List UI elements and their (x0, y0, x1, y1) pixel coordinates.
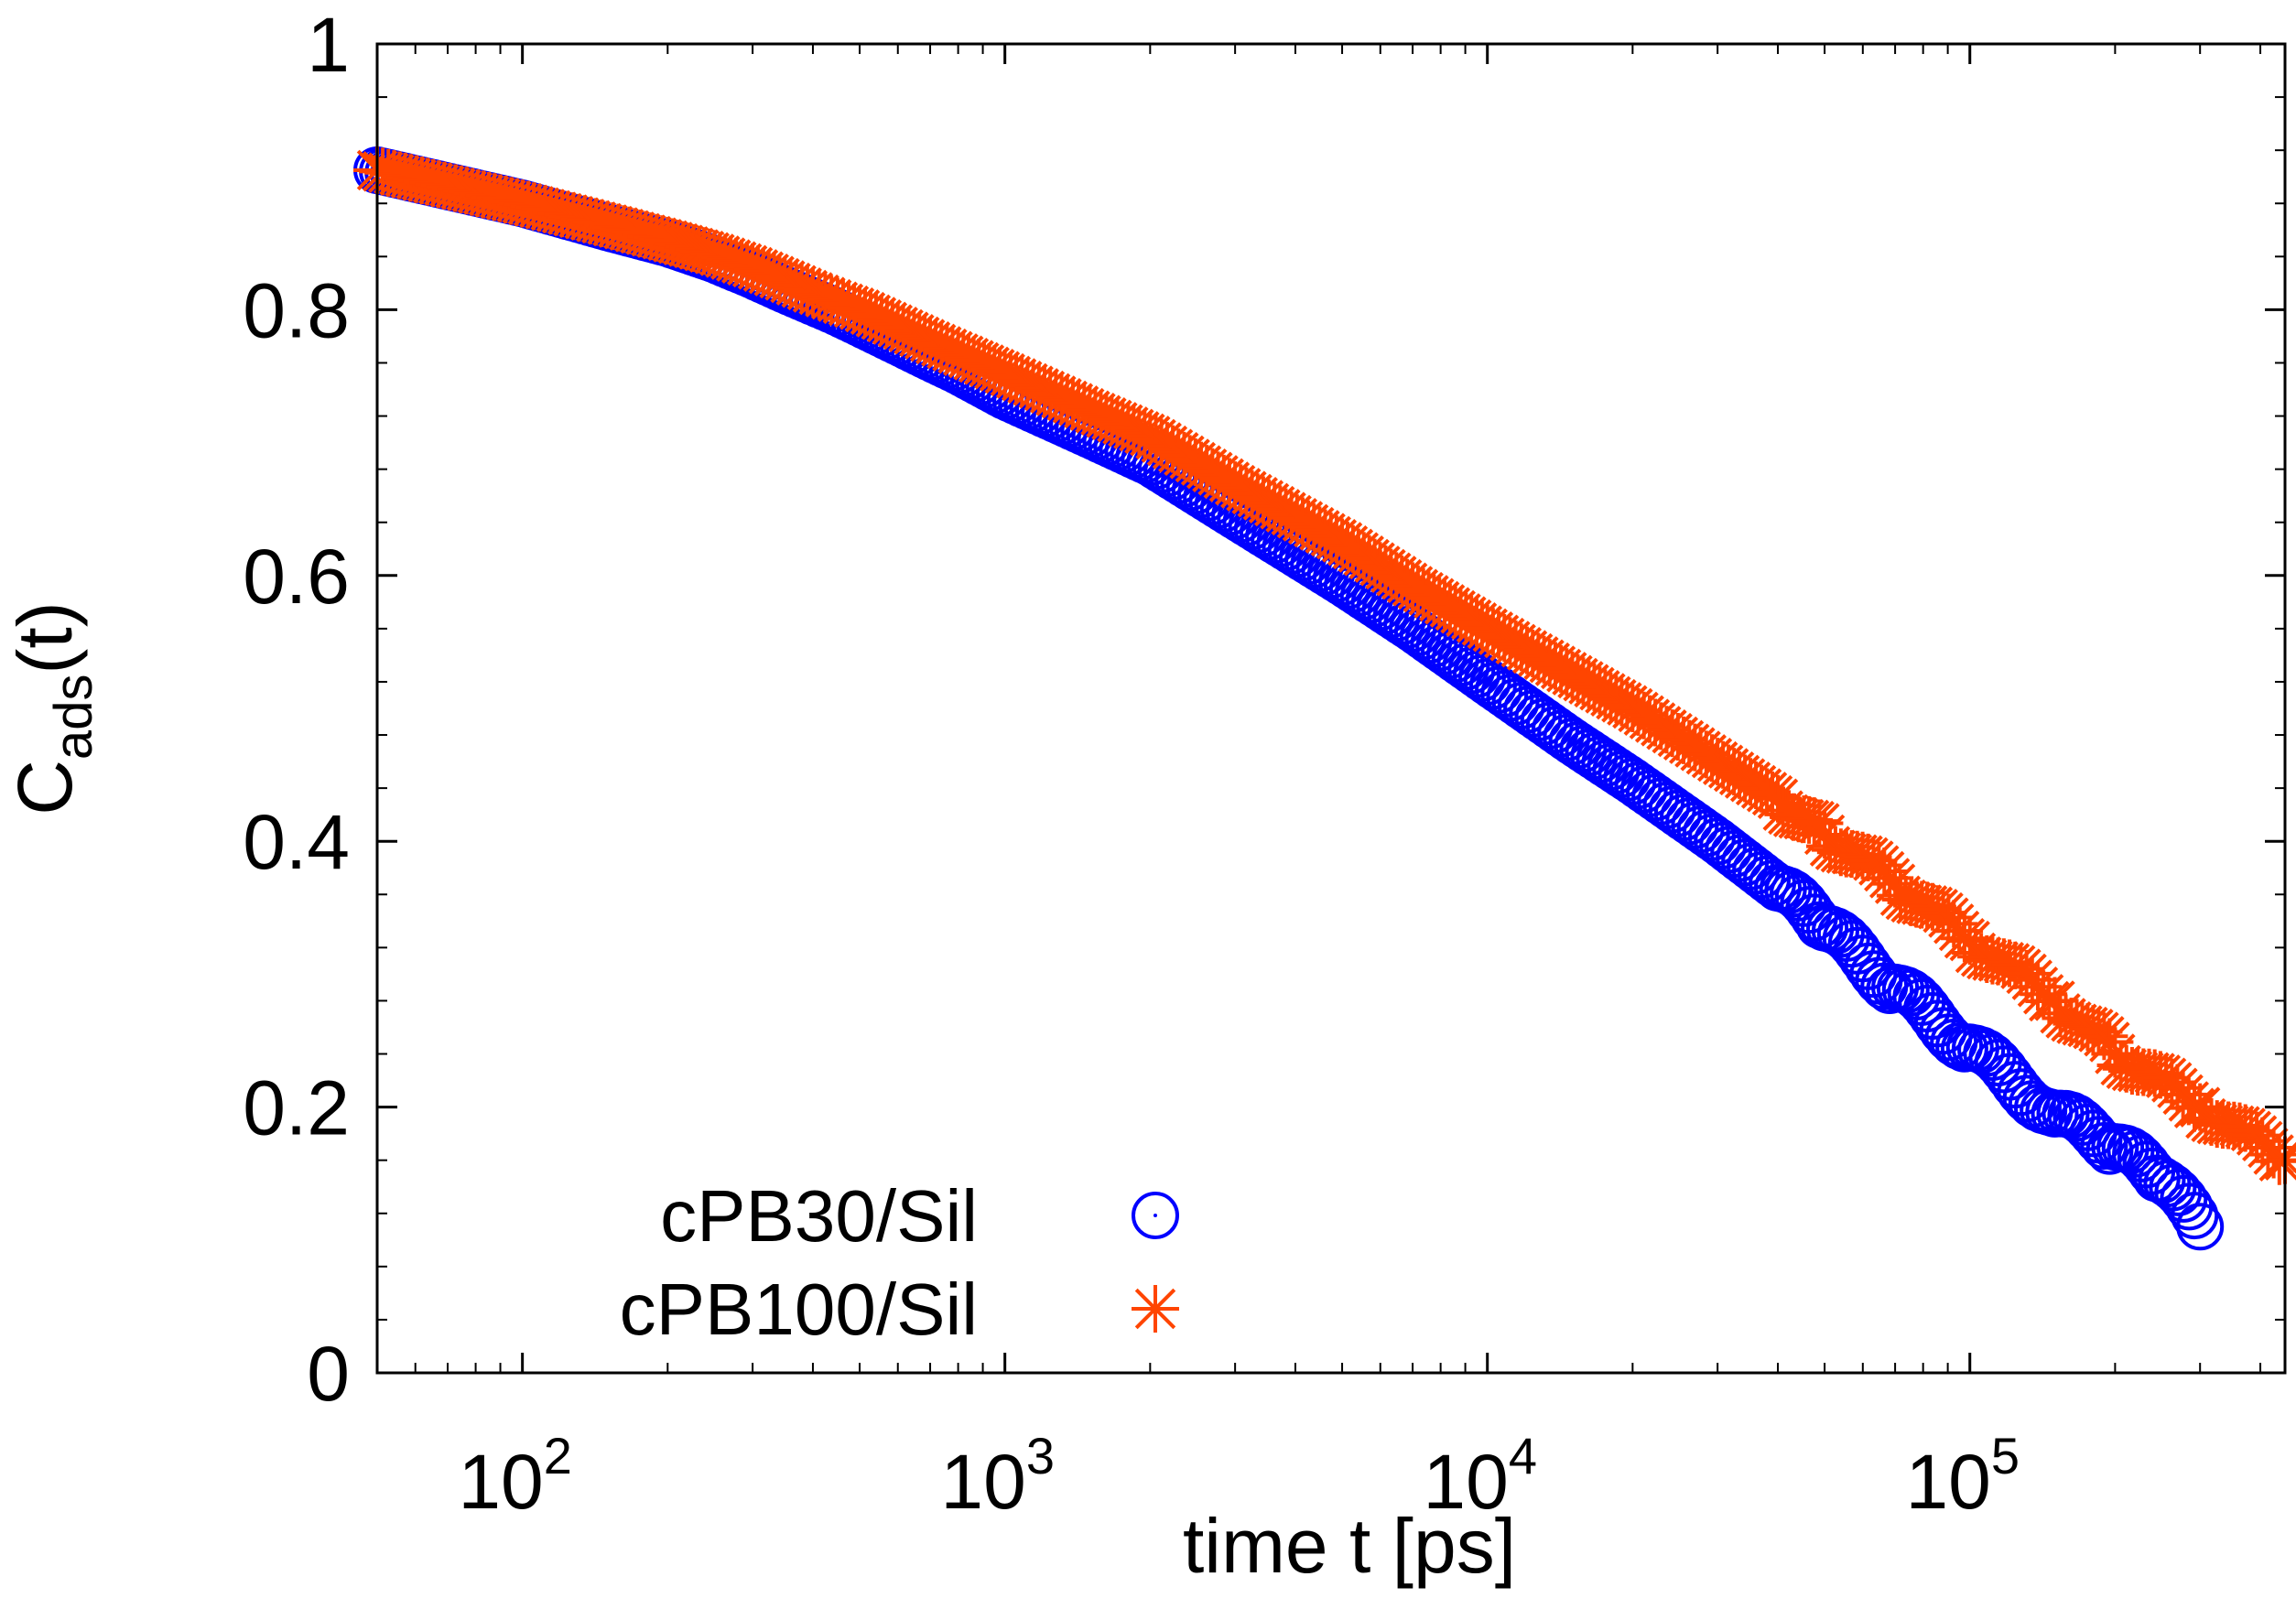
asterisk-stroke (953, 340, 994, 381)
x-axis-label: time t [ps] (1183, 1503, 1516, 1589)
data-point (2176, 1203, 2225, 1251)
legend-marker-dot (1153, 1214, 1157, 1217)
asterisk-stroke (742, 251, 785, 292)
data-point-fill (2160, 1174, 2208, 1223)
asterisk-stroke (963, 344, 1005, 385)
y-tick-label: 0.2 (243, 1065, 350, 1151)
asterisk-stroke (969, 346, 1010, 388)
asterisk-stroke (1912, 886, 1954, 927)
asterisk-stroke (1134, 1288, 1176, 1330)
legend-marker-circle (1132, 1192, 1179, 1239)
y-tick-label: 0.4 (243, 799, 350, 885)
asterisk-stroke (1768, 794, 1809, 836)
asterisk-stroke (888, 311, 929, 352)
x-tick-label: 103 (940, 1427, 1055, 1525)
x-tick-base: 10 (1905, 1439, 1990, 1525)
x-tick-exponent: 4 (1509, 1427, 1537, 1485)
asterisk-stroke (899, 316, 940, 358)
x-tick-base: 10 (1423, 1439, 1508, 1525)
asterisk-stroke (726, 244, 768, 286)
x-tick-exponent: 2 (544, 1427, 572, 1485)
asterisk-stroke (1885, 879, 1926, 921)
asterisk-stroke (1814, 829, 1857, 870)
data-point-fill (2171, 1192, 2219, 1240)
x-tick-exponent: 3 (1026, 1427, 1055, 1485)
x-tick-base: 10 (458, 1439, 543, 1525)
series-0 (353, 146, 2225, 1251)
asterisk-stroke (974, 349, 1015, 390)
legend-label: cPB30/Sil (660, 1175, 978, 1257)
x-tick-label: 104 (1423, 1427, 1537, 1525)
asterisk-stroke (943, 335, 984, 376)
asterisk-stroke (893, 314, 935, 355)
series-layer (353, 146, 2296, 1251)
legend-label: cPB100/Sil (620, 1269, 978, 1350)
asterisk-stroke (948, 337, 990, 379)
asterisk-stroke (937, 333, 979, 374)
legend-marker-asterisk (1132, 1285, 1179, 1333)
asterisk-stroke (1842, 835, 1883, 876)
y-axis-label-sub: ads (44, 675, 103, 761)
asterisk-stroke (883, 308, 924, 351)
asterisk-stroke (958, 341, 1000, 383)
x-tick-base: 10 (940, 1439, 1025, 1525)
asterisk-stroke (979, 351, 1021, 392)
asterisk-stroke (753, 255, 795, 297)
asterisk-stroke (748, 253, 789, 295)
plot-frame (375, 42, 2287, 1375)
asterisk-stroke (872, 304, 914, 345)
y-axis-label-main: C (2, 760, 88, 815)
x-tick-label: 102 (458, 1427, 572, 1525)
asterisk-stroke (877, 307, 918, 348)
asterisk-stroke (932, 330, 973, 372)
y-axis-label: Cads(t) (2, 601, 103, 815)
y-tick-label: 0.8 (243, 267, 350, 353)
labels-layer: time t [ps] Cads(t) (2, 601, 1516, 1589)
y-tick-label: 1 (307, 2, 350, 88)
x-tick-label: 105 (1905, 1427, 2020, 1525)
y-tick-label: 0 (307, 1331, 350, 1417)
legend: cPB30/Sil cPB100/Sil (620, 1175, 1179, 1350)
asterisk-stroke (737, 249, 779, 290)
x-tick-exponent: 5 (1991, 1427, 2020, 1485)
y-axis-label-suffix: (t) (2, 601, 88, 674)
asterisk-stroke (731, 246, 774, 288)
series-1 (353, 146, 2296, 1185)
y-tick-label: 0.6 (243, 534, 350, 620)
